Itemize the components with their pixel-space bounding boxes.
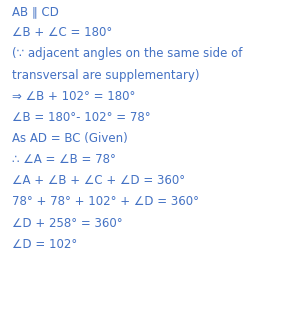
Text: ⇒ ∠B + 102° = 180°: ⇒ ∠B + 102° = 180° (12, 90, 135, 103)
Text: ∴ ∠A = ∠B = 78°: ∴ ∠A = ∠B = 78° (12, 153, 115, 166)
Text: ∠D + 258° = 360°: ∠D + 258° = 360° (12, 217, 122, 230)
Text: ∠B + ∠C = 180°: ∠B + ∠C = 180° (12, 26, 112, 39)
Text: transversal are supplementary): transversal are supplementary) (12, 69, 199, 82)
Text: ∠D = 102°: ∠D = 102° (12, 238, 77, 251)
Text: As AD = BC (Given): As AD = BC (Given) (12, 132, 127, 145)
Text: AB ∥ CD: AB ∥ CD (12, 5, 58, 18)
Text: (∵ adjacent angles on the same side of: (∵ adjacent angles on the same side of (12, 47, 242, 60)
Text: ∠B = 180°- 102° = 78°: ∠B = 180°- 102° = 78° (12, 111, 150, 124)
Text: ∠A + ∠B + ∠C + ∠D = 360°: ∠A + ∠B + ∠C + ∠D = 360° (12, 174, 185, 187)
Text: 78° + 78° + 102° + ∠D = 360°: 78° + 78° + 102° + ∠D = 360° (12, 195, 199, 208)
